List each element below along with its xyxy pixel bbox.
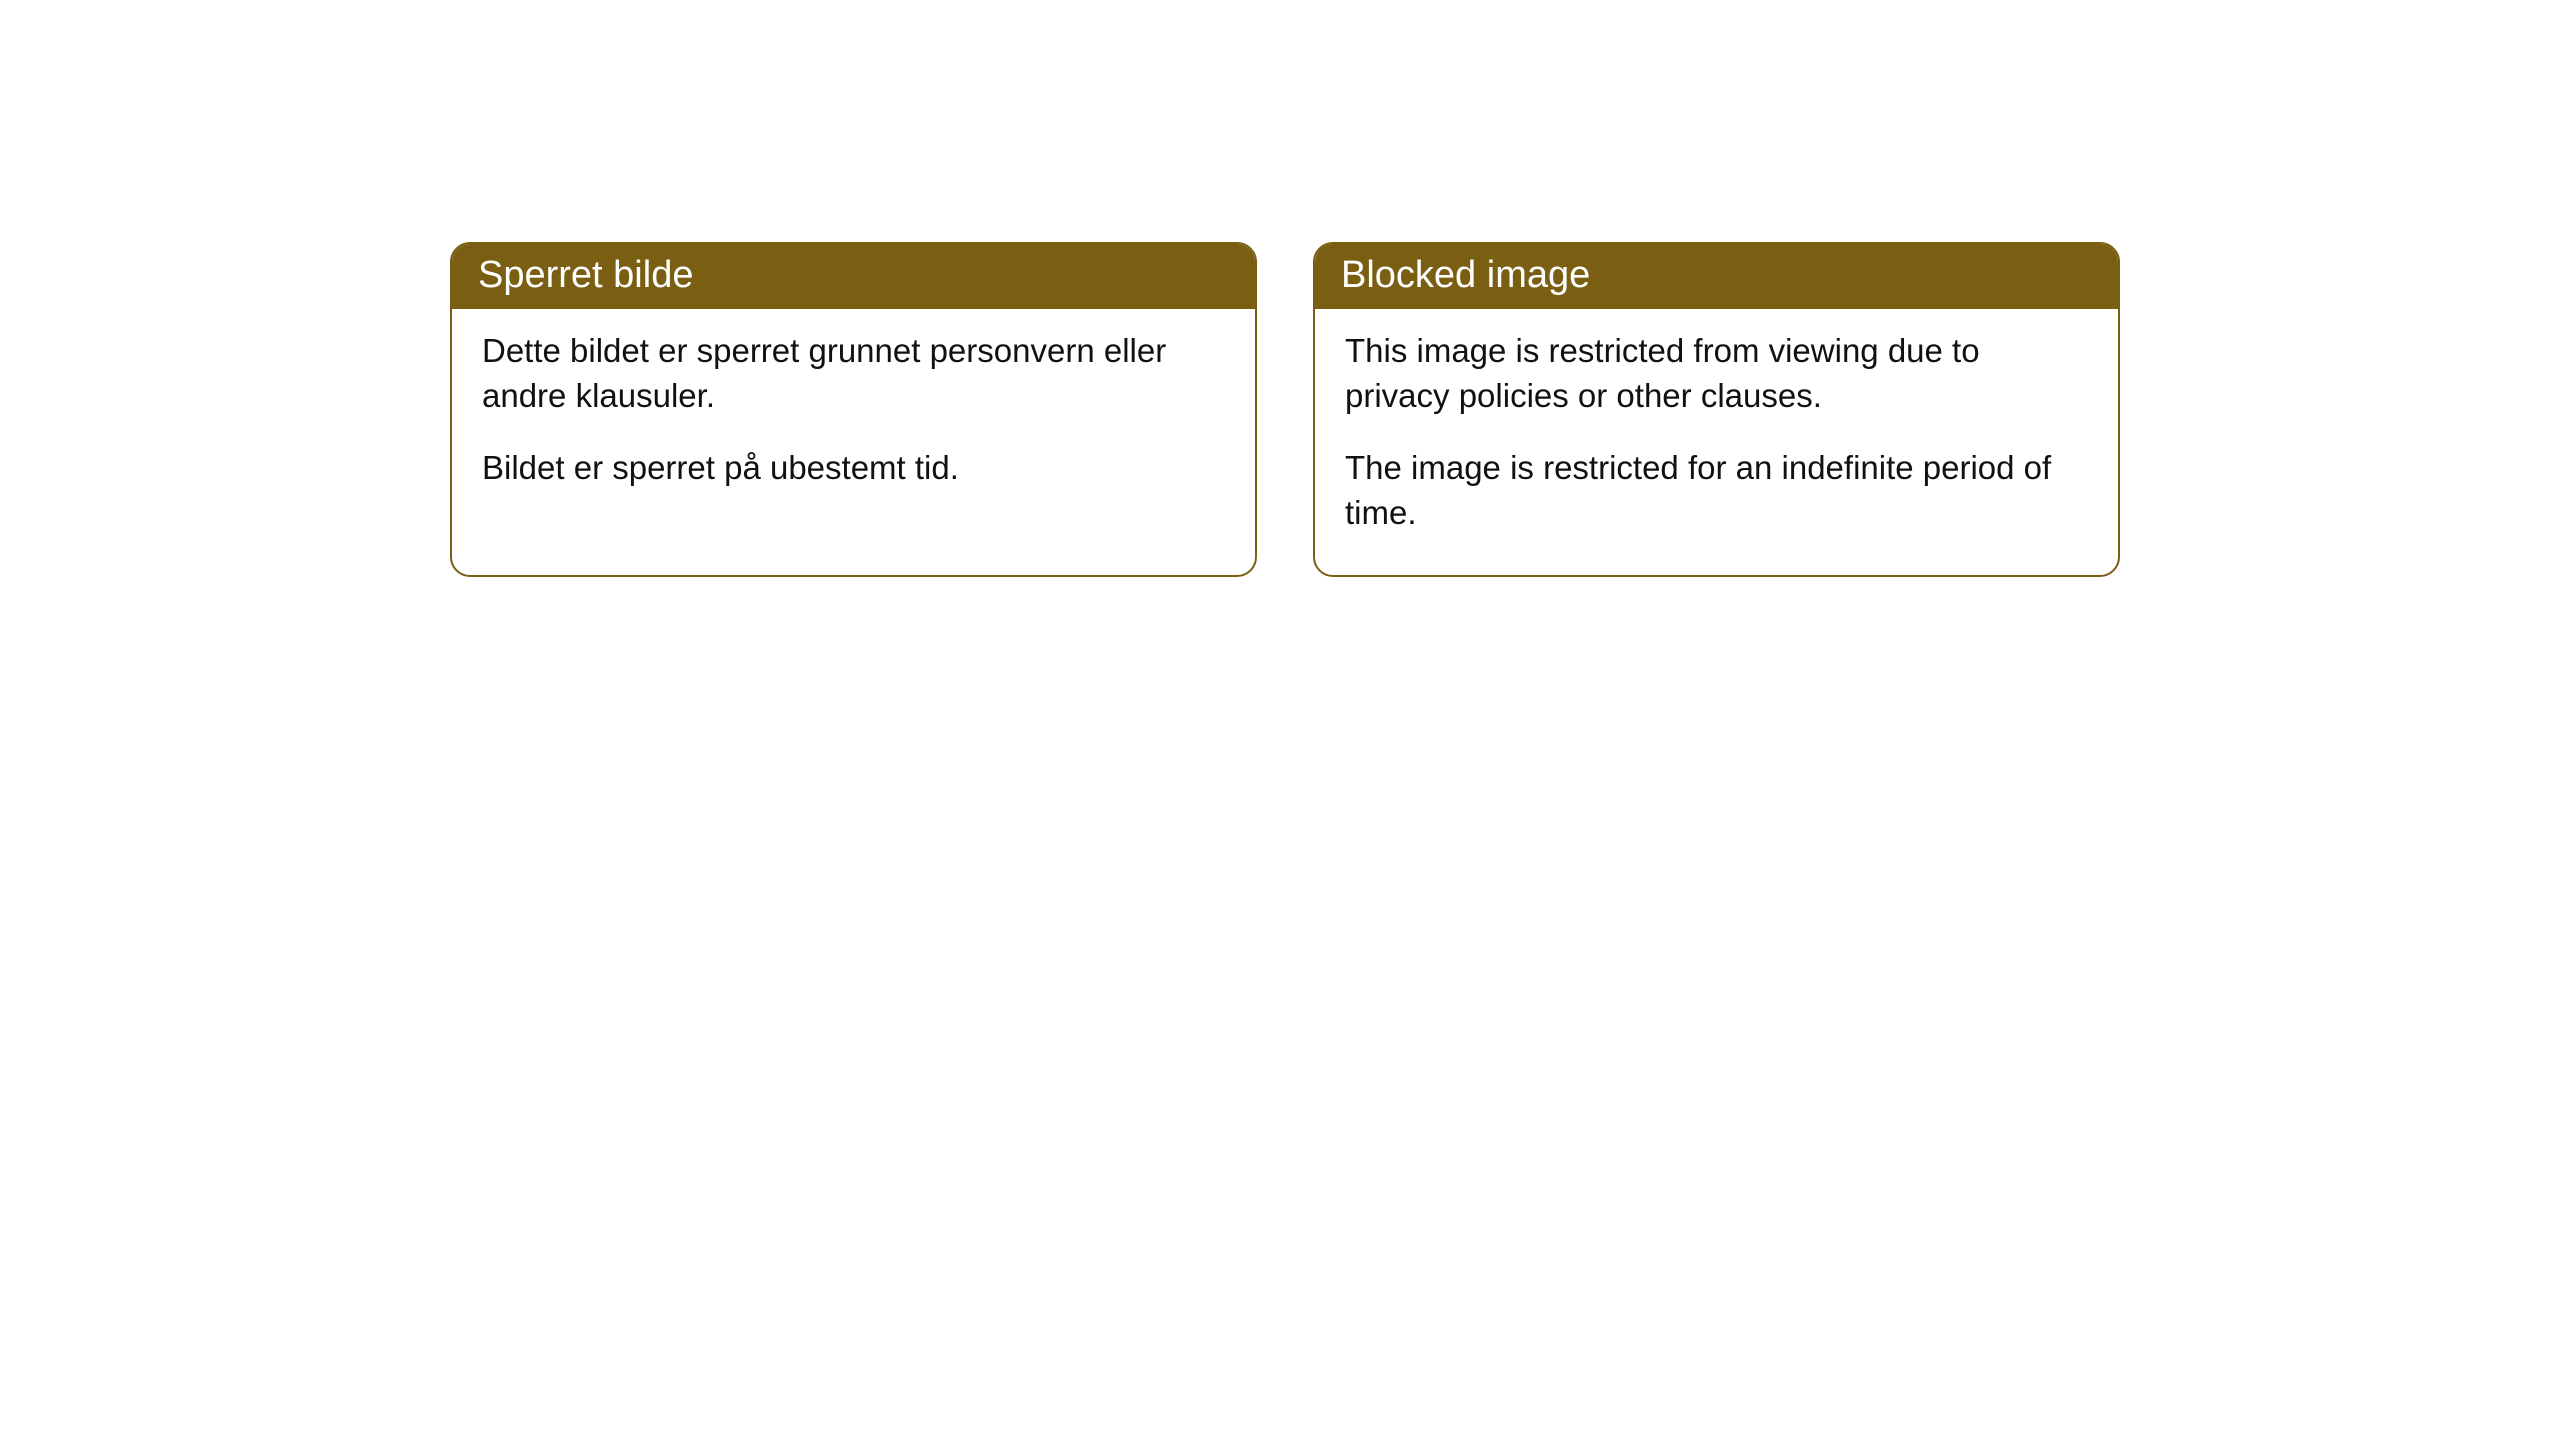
notice-card-norwegian: Sperret bilde Dette bildet er sperret gr… xyxy=(450,242,1257,577)
card-paragraph: The image is restricted for an indefinit… xyxy=(1345,446,2088,535)
card-paragraph: Bildet er sperret på ubestemt tid. xyxy=(482,446,1225,491)
card-header: Blocked image xyxy=(1315,244,2118,309)
notice-card-english: Blocked image This image is restricted f… xyxy=(1313,242,2120,577)
card-paragraph: Dette bildet er sperret grunnet personve… xyxy=(482,329,1225,418)
card-header: Sperret bilde xyxy=(452,244,1255,309)
card-paragraph: This image is restricted from viewing du… xyxy=(1345,329,2088,418)
notice-cards-container: Sperret bilde Dette bildet er sperret gr… xyxy=(450,242,2120,577)
card-body: Dette bildet er sperret grunnet personve… xyxy=(452,309,1255,531)
card-body: This image is restricted from viewing du… xyxy=(1315,309,2118,575)
